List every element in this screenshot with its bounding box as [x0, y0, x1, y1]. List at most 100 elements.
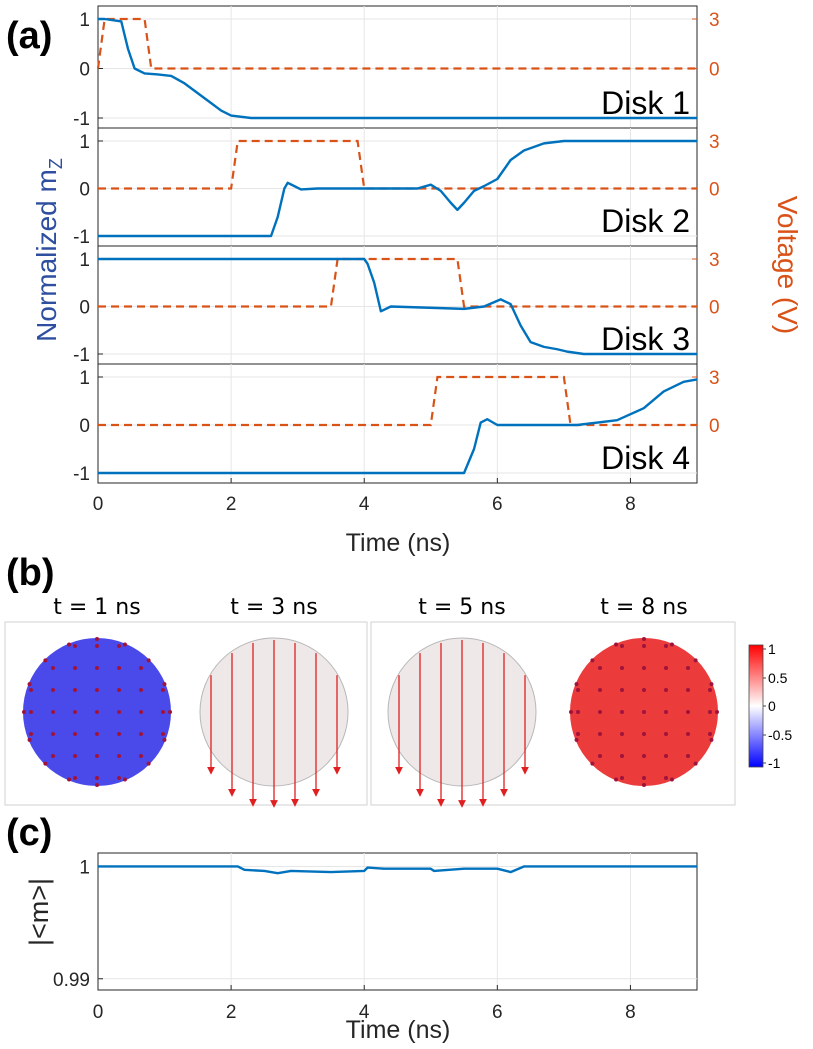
moment-dot: [576, 732, 580, 736]
moment-dot: [161, 732, 165, 736]
moment-dot: [122, 777, 127, 782]
moment-dot: [43, 761, 48, 766]
y-right-tick-label: 0: [709, 180, 720, 201]
moment-dot: [27, 737, 32, 742]
moment-dot: [122, 642, 127, 647]
disk-label: Disk 1: [601, 85, 690, 121]
moment-dot: [139, 754, 143, 758]
moment-dot: [27, 682, 32, 687]
moment-dot: [73, 666, 77, 670]
moment-dot: [642, 776, 646, 780]
y-left-tick-label: 1: [79, 132, 90, 153]
ylabel-left-sub: Z: [46, 158, 66, 169]
y-left-tick-label: 0: [79, 298, 90, 319]
axes-box: [97, 363, 698, 484]
moment-dot: [67, 642, 72, 647]
mz-series-line: [98, 257, 697, 356]
moment-dot: [590, 761, 595, 766]
snapshot-2: t = 3 ns: [199, 595, 349, 808]
panel-a-ylabel-right: Voltage (V): [772, 196, 803, 335]
moment-dot: [598, 754, 602, 758]
moment-dot: [620, 732, 624, 736]
y-right-tick-label: 3: [709, 368, 720, 389]
moment-dot: [642, 783, 646, 787]
moment-dot: [117, 644, 121, 648]
moment-dot: [614, 642, 619, 647]
moment-dot: [693, 761, 698, 766]
moment-dot: [95, 754, 99, 758]
moment-dot: [598, 666, 602, 670]
y-tick-label: 1: [79, 857, 90, 878]
moment-dot: [73, 754, 77, 758]
y-right-tick-label: 3: [709, 132, 720, 153]
moment-dot: [574, 682, 579, 687]
voltage-series-line: [98, 257, 697, 308]
moment-dot: [709, 737, 714, 742]
colorbar-tick-label: 1: [768, 641, 776, 657]
moment-dot: [162, 682, 167, 687]
panel-c-ylabel: |<m>|: [24, 878, 54, 946]
colorbar-tick-label: -0.5: [768, 727, 792, 743]
x-tick-label: 4: [359, 1002, 370, 1023]
moment-dot: [139, 732, 143, 736]
moment-dot: [642, 644, 646, 648]
y-right-tick-label: 0: [709, 60, 720, 81]
moment-dot: [598, 688, 602, 692]
moment-dot: [576, 688, 580, 692]
panel-c-letter: (c): [6, 812, 52, 854]
moment-dot: [168, 710, 172, 714]
moment-dot: [95, 710, 99, 714]
y-left-tick-label: -1: [73, 464, 90, 485]
moment-dot: [51, 710, 55, 714]
moment-dot: [620, 688, 624, 692]
subplot-disk-3: 1 0 -1 3 0 Disk 3: [73, 245, 720, 366]
voltage-series-line: [98, 139, 697, 190]
moment-dot: [73, 688, 77, 692]
colorbar-tick-label: -1: [768, 755, 781, 771]
y-left-tick-label: -1: [73, 109, 90, 130]
subplot-disk-2: 1 0 -1 3 0 Disk 2: [73, 127, 720, 248]
moment-dot: [29, 688, 33, 692]
x-tick-label: 8: [625, 494, 636, 515]
panel-a-xlabel: Time (ns): [346, 529, 451, 557]
moment-dot: [139, 688, 143, 692]
moment-dot: [139, 710, 143, 714]
colorbar-tick-label: 0.5: [768, 670, 788, 686]
moment-dot: [73, 732, 77, 736]
x-tick-label: 2: [226, 494, 237, 515]
y-left-tick-label: 0: [79, 416, 90, 437]
moment-dot: [642, 710, 646, 714]
moment-dot: [620, 644, 624, 648]
moment-dot: [620, 710, 624, 714]
moment-dot: [117, 666, 121, 670]
y-right-tick-label: 3: [709, 10, 720, 31]
x-tick-label: 2: [226, 1002, 237, 1023]
moment-dot: [161, 688, 165, 692]
moment-dot: [598, 732, 602, 736]
moment-dot: [664, 644, 668, 648]
moment-dot: [117, 732, 121, 736]
x-tick-label: 6: [492, 1002, 503, 1023]
moment-dot: [29, 732, 33, 736]
panel-c-plot: 1 0.990 2 4 6 8: [53, 852, 698, 1023]
moment-dot: [693, 658, 698, 663]
moment-dot: [95, 637, 99, 641]
moment-dot: [708, 732, 712, 736]
moment-dot: [620, 754, 624, 758]
moment-dot: [715, 710, 719, 714]
ylabel-left-text: Normalized m: [31, 169, 62, 342]
moment-dot: [642, 754, 646, 758]
moment-dot: [117, 754, 121, 758]
moment-dot: [642, 666, 646, 670]
moment-dot: [117, 710, 121, 714]
magnitude-series-line: [98, 865, 697, 875]
moment-dot: [664, 710, 668, 714]
y-tick-label: 0.99: [53, 970, 90, 991]
y-left-tick-label: 1: [79, 10, 90, 31]
y-left-tick-label: 1: [79, 250, 90, 271]
snapshot-3: t = 5 ns: [387, 595, 537, 808]
moment-dot: [664, 732, 668, 736]
moment-dot: [51, 754, 55, 758]
y-left-tick-label: -1: [73, 227, 90, 248]
